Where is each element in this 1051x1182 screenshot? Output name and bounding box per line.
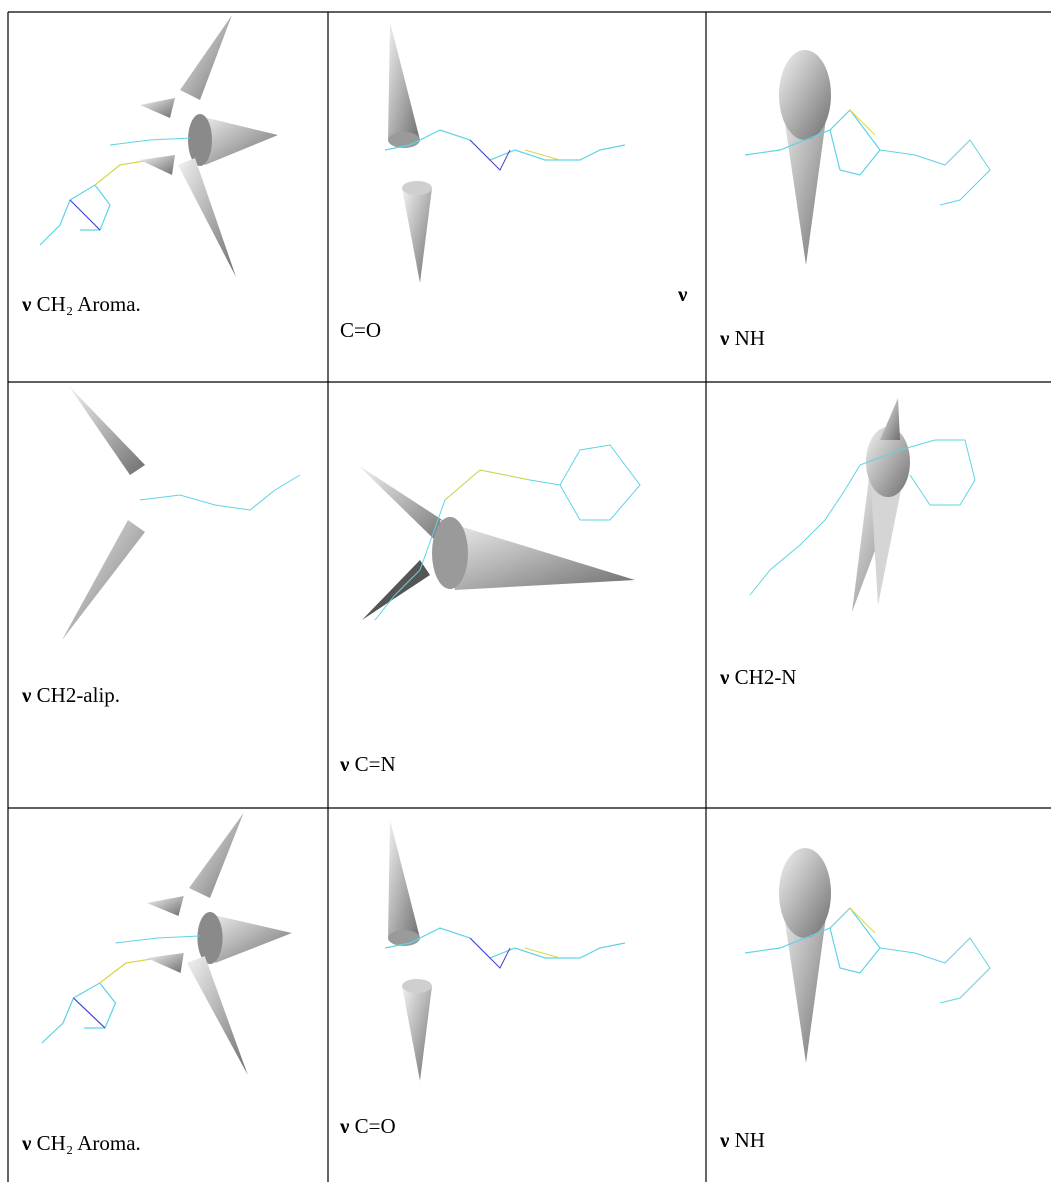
symbol: ν bbox=[340, 752, 349, 776]
label: CH2-N bbox=[735, 665, 797, 689]
label: C=O bbox=[355, 1114, 396, 1138]
symbol: ν bbox=[22, 292, 31, 316]
label: CH2-alip. bbox=[37, 683, 120, 707]
figure-grid bbox=[0, 0, 1051, 1182]
symbol: ν bbox=[678, 282, 687, 307]
page: ν CH₂ Aroma. ν C=O ν NH ν CH2-alip. ν C=… bbox=[0, 0, 1051, 1182]
caption: ν CH2-alip. bbox=[22, 683, 120, 708]
label: NH bbox=[735, 1128, 765, 1152]
label: C=N bbox=[355, 752, 396, 776]
caption: ν CH2-N bbox=[720, 665, 796, 690]
caption: ν NH bbox=[720, 326, 765, 351]
caption: ν C=O bbox=[340, 1114, 396, 1139]
caption: ν CH₂ Aroma. bbox=[22, 1131, 141, 1156]
caption: ν NH bbox=[720, 1128, 765, 1153]
symbol: ν bbox=[22, 1131, 31, 1155]
symbol: ν bbox=[720, 665, 729, 689]
symbol: ν bbox=[340, 1114, 349, 1138]
label: NH bbox=[735, 326, 765, 350]
caption: ν CH₂ Aroma. bbox=[22, 292, 141, 317]
label: CH₂ Aroma. bbox=[37, 1131, 141, 1155]
symbol: ν bbox=[720, 1128, 729, 1152]
label: C=O bbox=[340, 318, 381, 343]
caption: ν C=N bbox=[340, 752, 396, 777]
symbol: ν bbox=[22, 683, 31, 707]
label: CH₂ Aroma. bbox=[37, 292, 141, 316]
symbol: ν bbox=[720, 326, 729, 350]
